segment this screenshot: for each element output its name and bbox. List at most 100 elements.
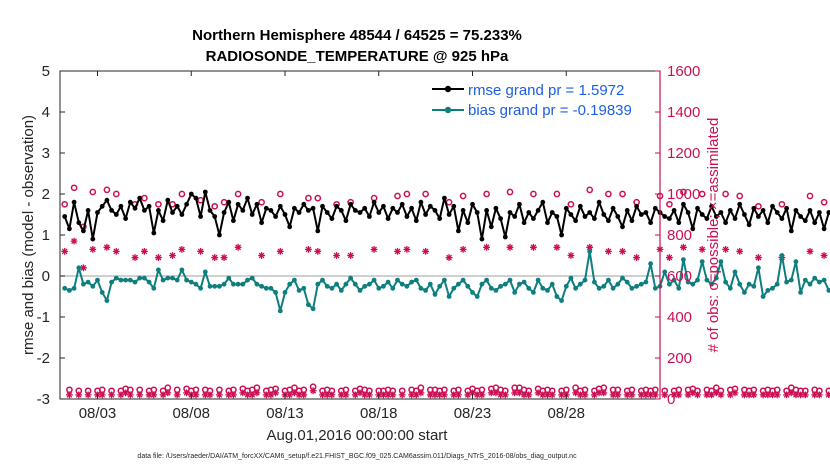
rmse-point [620, 224, 625, 230]
assimilated-obs-point [806, 248, 814, 255]
possible-obs-point [459, 192, 467, 200]
assimilated-obs-point [361, 391, 369, 399]
bias-point [643, 279, 649, 285]
rmse-point [423, 212, 428, 217]
rmse-point [259, 220, 264, 226]
rmse-point [113, 212, 119, 217]
bias-point [606, 277, 611, 283]
rmse-point [245, 195, 250, 201]
rmse-point [249, 212, 255, 217]
assimilated-obs-point [548, 391, 556, 399]
bias-point [638, 281, 644, 287]
bias-point [756, 265, 761, 271]
bias-point [226, 275, 232, 281]
rmse-point [699, 212, 705, 217]
y-tick-label: 4 [42, 104, 50, 121]
rmse-point [296, 210, 302, 215]
bias-point [395, 277, 400, 283]
assimilated-obs-point [525, 391, 533, 399]
y-right-tick-label: 200 [667, 350, 692, 367]
bias-point [212, 283, 218, 289]
assimilated-obs-point [300, 391, 308, 399]
rmse-point [301, 201, 307, 207]
bias-point [367, 281, 372, 287]
assimilated-obs-point [248, 391, 256, 399]
assimilated-obs-point [520, 391, 528, 399]
assimilated-obs-point [576, 391, 584, 399]
assimilated-obs-point [619, 248, 626, 255]
bias-point [76, 265, 82, 271]
rmse-point [413, 218, 419, 224]
assimilated-obs-point [140, 248, 148, 255]
possible-obs-point [778, 200, 786, 208]
assimilated-obs-point [469, 389, 476, 397]
rmse-point [142, 208, 147, 213]
rmse-point [282, 212, 288, 217]
rmse-point [334, 203, 339, 209]
x-tick-label: 08/18 [360, 405, 398, 422]
rmse-point [624, 208, 630, 213]
assimilated-obs-point [89, 245, 97, 253]
bias-point [287, 281, 293, 287]
rmse-point [71, 199, 77, 205]
y-right-tick-label: 0 [667, 391, 675, 408]
assimilated-obs-point [412, 391, 420, 399]
rmse-point [193, 195, 199, 201]
rmse-point [784, 205, 789, 211]
rmse-point [779, 216, 785, 222]
assimilated-obs-point [792, 391, 800, 399]
rmse-point [676, 220, 682, 226]
rmse-point [395, 210, 400, 215]
bias-point [146, 279, 152, 285]
rmse-point [263, 205, 269, 211]
assimilated-obs-point [319, 391, 326, 399]
legend-bias-label: bias grand pr = -0.19839 [468, 102, 632, 119]
y-right-tick-label: 1400 [667, 104, 700, 121]
possible-obs-point [103, 186, 111, 194]
rmse-point [577, 203, 583, 209]
rmse-point [357, 210, 363, 215]
assimilated-obs-point [558, 391, 565, 399]
assimilated-obs-point [389, 391, 397, 399]
assimilated-obs-point [609, 391, 617, 399]
possible-obs-point [305, 194, 312, 202]
y-tick-label: 1 [42, 227, 50, 244]
rmse-point [554, 214, 560, 219]
bias-point [620, 275, 625, 281]
possible-obs-point [698, 190, 706, 198]
assimilated-obs-point [220, 254, 228, 261]
bias-point [465, 283, 471, 289]
legend-rmse-marker [444, 85, 452, 93]
bias-point [671, 277, 677, 283]
assimilated-obs-point [173, 391, 181, 399]
chart-title: Northern Hemisphere 48544 / 64525 = 75.2… [192, 27, 522, 44]
bias-point [352, 281, 358, 287]
possible-obs-point [736, 192, 744, 200]
rmse-point [704, 216, 710, 222]
assimilated-obs-point [595, 389, 603, 397]
bias-point [493, 288, 499, 293]
assimilated-obs-point [112, 248, 120, 255]
rmse-point [226, 199, 232, 205]
assimilated-obs-point [694, 391, 701, 399]
rmse-point [235, 201, 241, 207]
rmse-point [451, 203, 457, 209]
assimilated-obs-point [365, 391, 373, 399]
bias-point [437, 283, 443, 289]
assimilated-obs-point [675, 391, 683, 399]
bias-point [343, 281, 349, 287]
rmse-point [202, 189, 208, 195]
bias-point [592, 279, 597, 285]
rmse-point [807, 208, 813, 213]
rmse-point [540, 199, 546, 205]
rmse-point [127, 199, 133, 205]
bias-point [221, 281, 227, 287]
bias-point [315, 281, 321, 287]
assimilated-obs-point [155, 254, 162, 261]
assimilated-obs-point [684, 391, 692, 399]
y-tick-label: -2 [37, 350, 50, 367]
assimilated-obs-point [131, 254, 139, 261]
bias-point [582, 277, 588, 283]
possible-obs-point [586, 186, 594, 194]
rmse-point [756, 214, 761, 219]
